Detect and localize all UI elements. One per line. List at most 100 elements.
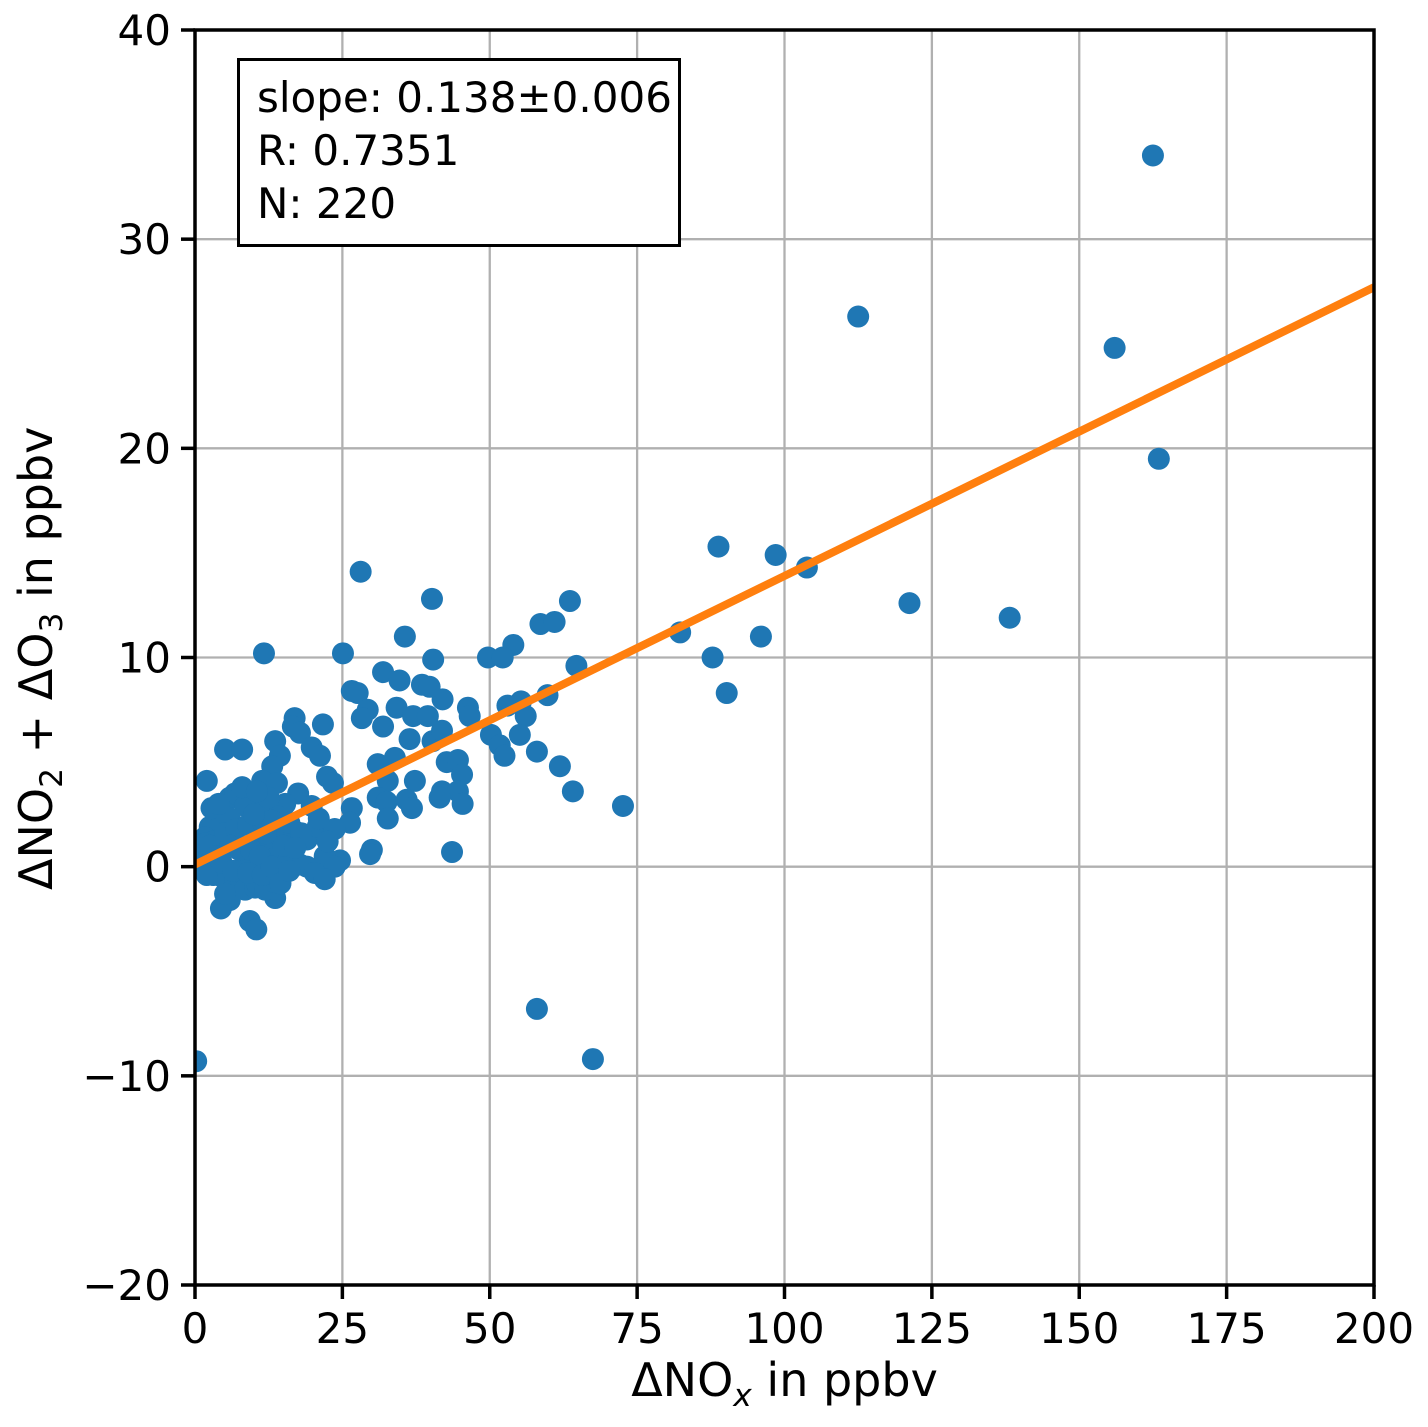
stats-line-n: N: 220	[257, 179, 397, 228]
data-point	[611, 795, 634, 818]
data-point	[207, 792, 230, 815]
x-axis-label-unit: in ppbv	[751, 1353, 938, 1407]
data-point	[451, 792, 474, 815]
fit-line	[195, 283, 1374, 869]
y-axis-label-unit: in ppbv	[9, 426, 63, 613]
stats-line-slope: slope: 0.138±0.006	[257, 73, 672, 122]
data-point	[561, 780, 584, 803]
scatter-series	[195, 144, 1170, 1073]
data-point	[749, 625, 772, 648]
x-axis-label: ΔNOx in ppbv	[195, 1352, 1374, 1412]
data-point	[403, 769, 426, 792]
y-tick-label: 40	[118, 6, 171, 55]
data-point	[707, 535, 730, 558]
data-point	[288, 721, 311, 744]
x-axis-label-subscript: x	[733, 1378, 752, 1415]
y-axis-label-mid: + ΔO	[9, 632, 63, 768]
y-axis-label-text: ΔNO	[9, 787, 63, 890]
y-tick-label: −10	[82, 1052, 171, 1101]
data-point	[346, 682, 369, 705]
data-point	[331, 642, 354, 665]
data-point	[214, 738, 237, 761]
data-point	[316, 830, 339, 853]
data-point	[543, 610, 566, 633]
data-point	[525, 740, 548, 763]
data-point	[558, 590, 581, 613]
data-point	[1147, 447, 1170, 470]
x-tick-label: 150	[1039, 1304, 1119, 1353]
data-point	[278, 859, 301, 882]
data-point	[242, 803, 265, 826]
data-point	[308, 744, 331, 767]
x-tick-label: 25	[316, 1304, 369, 1353]
data-point	[1103, 336, 1126, 359]
data-point	[195, 1050, 208, 1073]
data-point	[491, 646, 514, 669]
ticks: 0 25 50 75 100 125 150 175 200 −20 −10 0 10 20 30 40	[82, 6, 1414, 1353]
x-tick-label: 125	[892, 1304, 972, 1353]
data-point	[398, 728, 421, 751]
data-point	[313, 868, 336, 891]
data-point	[431, 719, 454, 742]
data-point	[525, 997, 548, 1020]
x-tick-label: 50	[463, 1304, 516, 1353]
data-point	[715, 682, 738, 705]
data-point	[428, 786, 451, 809]
data-point	[195, 864, 218, 887]
data-point	[400, 797, 423, 820]
data-point	[458, 705, 481, 728]
grid	[193, 28, 1376, 1287]
data-point	[393, 625, 416, 648]
data-point	[514, 705, 537, 728]
stats-box: slope: 0.138±0.006 R: 0.7351 N: 220	[237, 58, 681, 247]
data-point	[195, 769, 218, 792]
y-axis-label-subscript-2: 3	[34, 612, 71, 633]
data-point	[349, 560, 372, 583]
data-point	[388, 669, 411, 692]
y-tick-label: 20	[118, 424, 171, 473]
y-tick-label: 10	[118, 634, 171, 683]
data-point	[350, 707, 373, 730]
y-tick-label: −20	[82, 1261, 171, 1310]
data-point	[359, 843, 382, 866]
data-point	[307, 807, 330, 830]
data-point	[372, 661, 395, 684]
data-point	[376, 807, 399, 830]
x-tick-label: 175	[1187, 1304, 1267, 1353]
y-tick-label: 0	[144, 843, 171, 892]
data-point	[252, 642, 275, 665]
data-point	[493, 744, 516, 767]
x-tick-label: 0	[182, 1304, 209, 1353]
y-axis-label: ΔNO2 + ΔO3 in ppbv	[6, 426, 70, 890]
data-point	[764, 544, 787, 567]
data-point	[701, 646, 724, 669]
y-tick-label: 30	[118, 215, 171, 264]
stats-line-r: R: 0.7351	[257, 126, 460, 175]
data-point	[581, 1048, 604, 1071]
data-point	[311, 713, 334, 736]
data-point	[847, 305, 870, 328]
y-axis-label-subscript-1: 2	[34, 768, 71, 788]
x-tick-label: 75	[610, 1304, 663, 1353]
data-point	[508, 723, 531, 746]
data-point	[451, 763, 474, 786]
data-point	[441, 841, 464, 864]
data-point	[245, 780, 268, 803]
data-point	[214, 882, 237, 905]
x-axis-label-text: ΔNO	[631, 1353, 734, 1407]
data-point	[284, 836, 307, 859]
data-point	[420, 587, 443, 610]
data-point	[321, 772, 344, 794]
data-point	[385, 696, 408, 719]
data-point	[422, 648, 445, 671]
x-tick-label: 100	[744, 1304, 824, 1353]
data-point	[416, 705, 439, 728]
data-point	[375, 790, 398, 813]
data-point	[231, 738, 254, 761]
data-point	[1141, 144, 1164, 167]
data-point	[245, 918, 268, 941]
data-point	[372, 715, 395, 738]
data-point	[548, 755, 571, 778]
